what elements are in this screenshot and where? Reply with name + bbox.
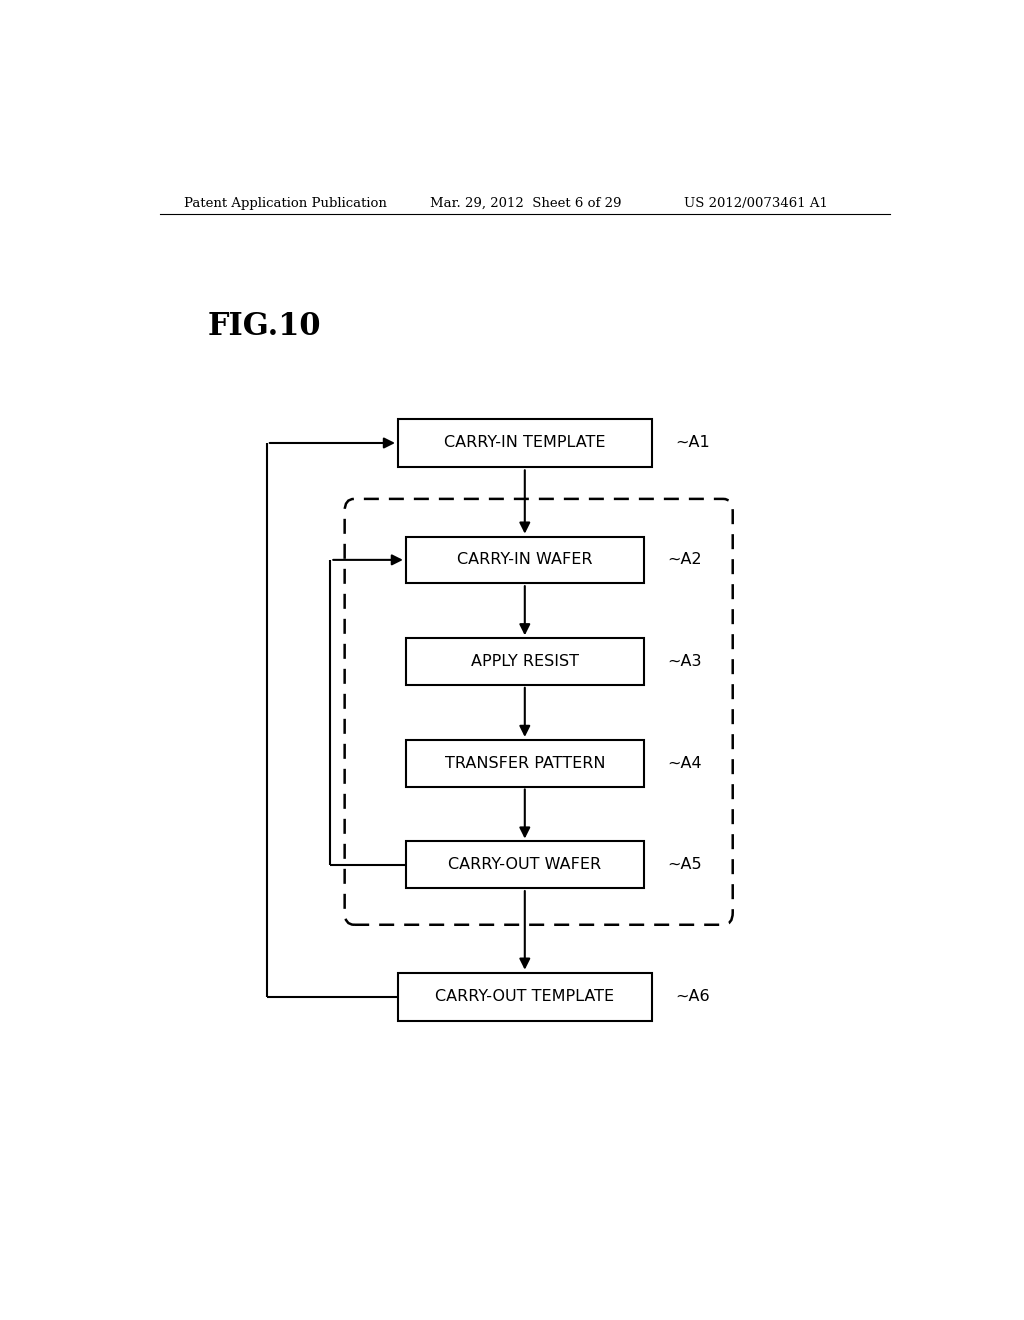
Bar [406,841,644,888]
Text: ~A4: ~A4 [668,755,702,771]
Text: CARRY-IN WAFER: CARRY-IN WAFER [457,552,593,568]
Bar [406,638,644,685]
Text: ~A2: ~A2 [668,552,702,568]
Text: Mar. 29, 2012  Sheet 6 of 29: Mar. 29, 2012 Sheet 6 of 29 [430,197,622,210]
Bar [397,973,651,1022]
Bar [397,418,651,467]
Text: TRANSFER PATTERN: TRANSFER PATTERN [444,755,605,771]
Text: CARRY-OUT WAFER: CARRY-OUT WAFER [449,857,601,873]
Text: FIG.10: FIG.10 [207,310,321,342]
Text: APPLY RESIST: APPLY RESIST [471,653,579,669]
Text: ~A1: ~A1 [676,436,711,450]
Text: ~A6: ~A6 [676,990,711,1005]
Text: Patent Application Publication: Patent Application Publication [183,197,386,210]
Text: CARRY-IN TEMPLATE: CARRY-IN TEMPLATE [444,436,605,450]
Text: CARRY-OUT TEMPLATE: CARRY-OUT TEMPLATE [435,990,614,1005]
Text: ~A3: ~A3 [668,653,702,669]
Bar [406,536,644,583]
Text: US 2012/0073461 A1: US 2012/0073461 A1 [684,197,827,210]
Text: ~A5: ~A5 [668,857,702,873]
Bar [406,739,644,787]
